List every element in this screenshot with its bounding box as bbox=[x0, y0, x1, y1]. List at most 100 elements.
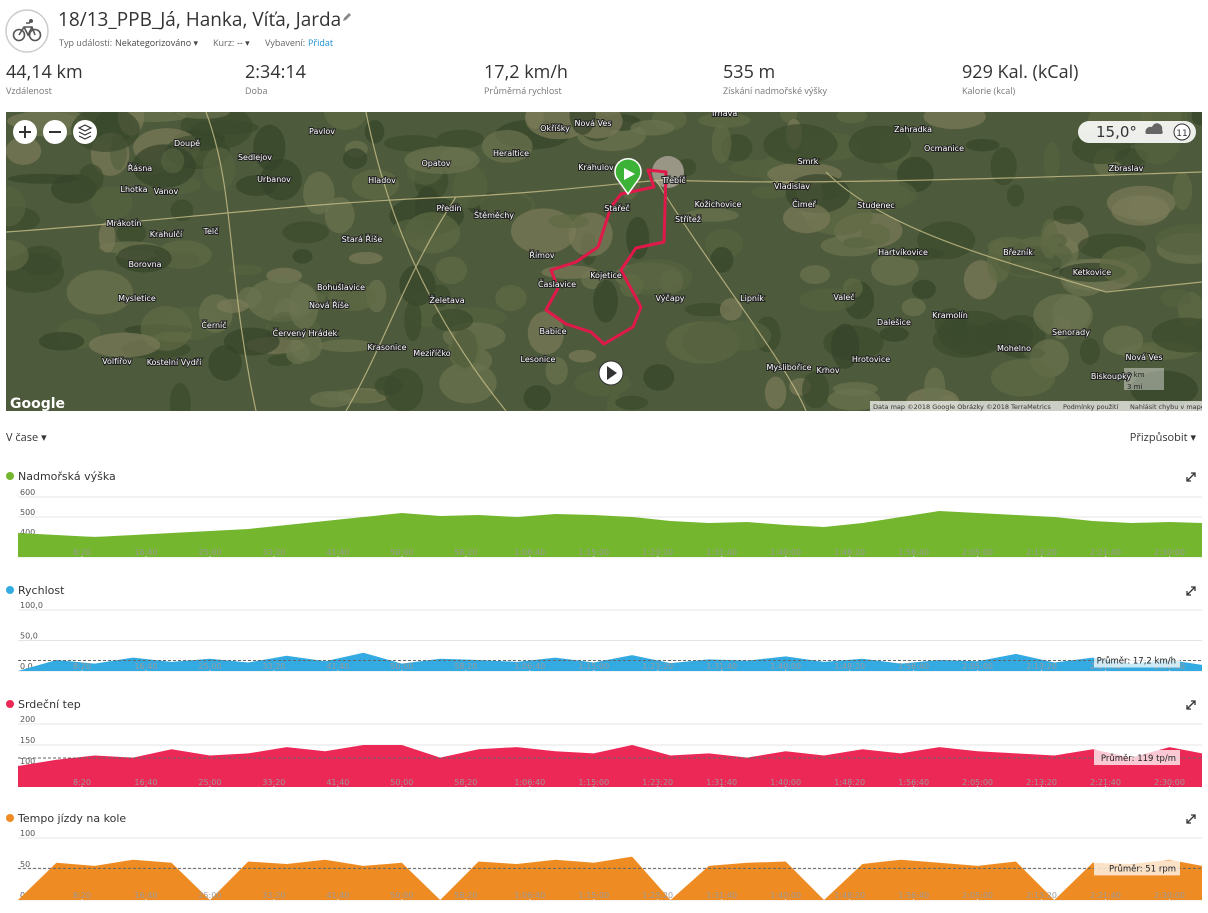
map-label: Senorady bbox=[1052, 328, 1090, 337]
x-tick-label: 2:21:40 bbox=[1090, 778, 1121, 787]
x-tick-label: 1:15:00 bbox=[578, 891, 609, 900]
map-label: Hartvíkovice bbox=[878, 248, 928, 257]
x-tick-label: 2:21:40 bbox=[1090, 548, 1121, 557]
x-axis-mode[interactable]: V čase ▾ bbox=[6, 430, 47, 445]
map-label: Urbanov bbox=[257, 175, 291, 184]
map-label: Valeč bbox=[833, 292, 854, 302]
y-tick-label: 600 bbox=[20, 488, 35, 497]
legend-dot bbox=[6, 586, 14, 594]
x-tick-label: 8:20 bbox=[73, 891, 91, 900]
average-box bbox=[1094, 860, 1180, 876]
map-label: Krahulov bbox=[578, 163, 614, 172]
expand-icon[interactable] bbox=[1186, 700, 1196, 710]
attribution-bar bbox=[870, 401, 1202, 411]
stat-label: Průměrná rychlost bbox=[484, 84, 562, 97]
event-type-value[interactable]: Nekategorizováno ▾ bbox=[115, 36, 198, 49]
x-tick-label: 1:56:40 bbox=[898, 548, 929, 557]
stat-label: Kalorie (kcal) bbox=[962, 84, 1016, 97]
y-tick-label: 0 bbox=[20, 891, 25, 900]
x-tick-label: 16:40 bbox=[134, 891, 157, 900]
play-button[interactable] bbox=[598, 360, 624, 386]
x-tick-label: 1:56:40 bbox=[898, 662, 929, 671]
map-label: Opatov bbox=[421, 159, 450, 168]
chart-title: Srdeční tep bbox=[18, 698, 81, 711]
map-label: Doupě bbox=[174, 139, 200, 148]
x-tick-label: 1:48:20 bbox=[834, 548, 865, 557]
x-tick-label: 1:40:00 bbox=[770, 548, 801, 557]
x-tick-label: 58:20 bbox=[454, 548, 477, 557]
expand-icon[interactable] bbox=[1186, 586, 1196, 596]
map[interactable]: 15,0° 11 Google 3 km 3 mi Data map ©2018… bbox=[6, 112, 1202, 411]
y-tick-label: 100,0 bbox=[20, 601, 43, 610]
y-tick-label: 100 bbox=[20, 757, 35, 766]
x-tick-label: 16:40 bbox=[134, 662, 157, 671]
attribution-report[interactable]: Nahlásit chybu v mapě bbox=[1130, 403, 1202, 411]
x-tick-label: 1:06:40 bbox=[514, 891, 545, 900]
map-label: Mohelno bbox=[997, 344, 1031, 353]
activity-title: 18/13_PPB_Já, Hanka, Víťa, Jarda bbox=[58, 6, 342, 32]
map-label: Červený Hrádek bbox=[273, 327, 338, 338]
x-tick-label: 1:31:40 bbox=[706, 548, 737, 557]
area bbox=[18, 652, 1202, 671]
x-tick-label: 33:20 bbox=[262, 662, 285, 671]
map-label: Zahradka bbox=[894, 125, 932, 134]
attribution-terms[interactable]: Podmínky použití bbox=[1063, 403, 1118, 411]
course-value[interactable]: -- ▾ bbox=[237, 36, 250, 49]
map-label: Hrotovice bbox=[852, 355, 890, 364]
x-tick-label: 41:40 bbox=[326, 778, 349, 787]
scale-km: 3 km bbox=[1127, 371, 1145, 379]
stat-value: 929 Kal. (kCal) bbox=[962, 60, 1079, 84]
customize[interactable]: Přizpůsobit ▾ bbox=[1129, 430, 1196, 445]
google-logo: Google bbox=[10, 396, 65, 411]
map-label: Smrk bbox=[798, 157, 819, 166]
x-tick-label: 1:23:20 bbox=[642, 548, 673, 557]
wind-speed: 11 bbox=[1176, 129, 1187, 139]
map-label: Lhotka bbox=[121, 185, 148, 194]
map-label: Meziříčko bbox=[413, 348, 451, 358]
x-tick-label: 1:40:00 bbox=[770, 891, 801, 900]
zoom-in-button[interactable] bbox=[13, 120, 37, 144]
x-tick-label: 8:20 bbox=[73, 662, 91, 671]
gear-add-link[interactable]: Přidat bbox=[308, 36, 334, 49]
charts: Nadmořská výška3004005006008:2016:4025:0… bbox=[6, 470, 1202, 901]
roads bbox=[6, 112, 1202, 411]
expand-icon[interactable] bbox=[1186, 472, 1196, 482]
x-tick-label: 8:20 bbox=[73, 548, 91, 557]
x-tick-label: 1:56:40 bbox=[898, 778, 929, 787]
map-label: Ocmanice bbox=[924, 144, 964, 153]
x-tick-label: 1:23:20 bbox=[642, 891, 673, 900]
map-label: Nová Ves bbox=[1126, 353, 1163, 362]
map-label: Pavlov bbox=[309, 127, 335, 136]
x-tick-label: 58:20 bbox=[454, 778, 477, 787]
legend-dot bbox=[6, 472, 14, 480]
map-label: Vladislav bbox=[774, 182, 810, 191]
map-label: Mysletice bbox=[118, 294, 156, 303]
activity-icon bbox=[5, 9, 49, 53]
map-label: Štěměchy bbox=[474, 209, 514, 220]
zoom-out-button[interactable] bbox=[43, 120, 67, 144]
x-tick-label: 2:13:20 bbox=[1026, 778, 1057, 787]
expand-icon[interactable] bbox=[1186, 814, 1196, 824]
gear-label: Vybavení: bbox=[265, 36, 306, 49]
map-label: Studenec bbox=[857, 201, 895, 210]
x-tick-label: 41:40 bbox=[326, 662, 349, 671]
map-label: Dalešice bbox=[877, 317, 911, 327]
map-label: Lipník bbox=[740, 294, 764, 303]
map-label: Sedlejov bbox=[238, 153, 272, 162]
layers-button[interactable] bbox=[73, 120, 97, 144]
map-label: Ketkovice bbox=[1073, 268, 1112, 277]
average-label: Průměr: 119 tp/m bbox=[1101, 753, 1176, 764]
stat-label: Získání nadmořské výšky bbox=[723, 84, 827, 97]
average-label: Průměr: 51 rpm bbox=[1109, 863, 1176, 874]
map-label: Kramolín bbox=[932, 311, 968, 320]
average-label: Průměr: 17,2 km/h bbox=[1097, 656, 1176, 667]
map-label: Předín bbox=[436, 204, 461, 213]
x-tick-label: 58:20 bbox=[454, 662, 477, 671]
x-tick-label: 1:40:00 bbox=[770, 778, 801, 787]
edit-icon[interactable] bbox=[342, 12, 352, 22]
start-marker[interactable] bbox=[614, 157, 642, 196]
x-tick-label: 1:31:40 bbox=[706, 778, 737, 787]
y-tick-label: 0,0 bbox=[20, 662, 33, 671]
x-tick-label: 33:20 bbox=[262, 548, 285, 557]
map-label: Zbraslav bbox=[1109, 164, 1144, 173]
